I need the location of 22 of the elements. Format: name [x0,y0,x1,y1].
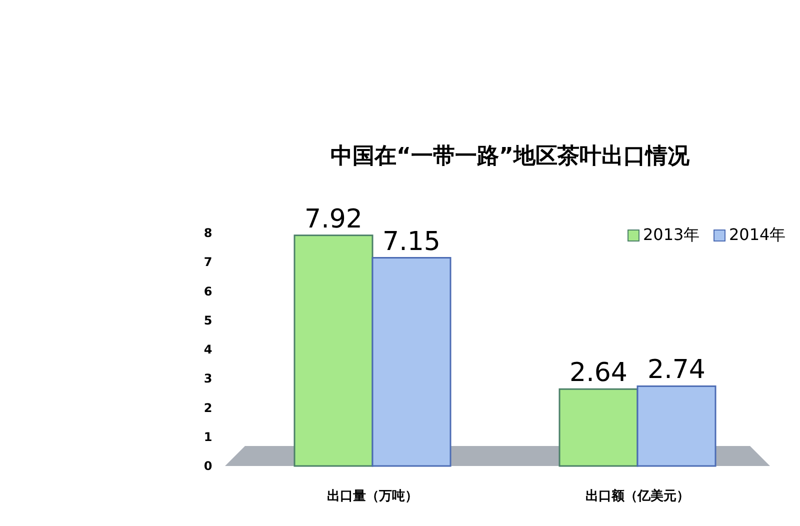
bar [294,234,374,467]
bar [558,388,638,467]
y-tick-label: 8 [204,226,212,240]
data-label: 2.64 [570,358,628,388]
y-tick-label: 7 [204,255,212,270]
y-tick-label: 0 [204,459,212,473]
y-tick-label: 3 [204,372,212,386]
y-tick-label: 2 [204,400,212,415]
legend-label: 2013年 [643,225,700,244]
data-label: 7.15 [382,226,440,257]
bar [372,257,452,467]
y-tick-label: 1 [204,430,212,444]
chart-title: 中国在“一带一路”地区茶叶出口情况 [330,144,690,169]
x-tick-label: 出口额（亿美元） [586,488,690,504]
bar [636,385,716,467]
legend-label: 2014年 [729,225,786,244]
data-label: 7.92 [304,204,362,234]
x-tick-label: 出口量（万吨） [327,489,418,504]
y-tick-label: 6 [204,284,212,298]
y-tick-label: 5 [204,313,212,328]
data-label: 2.74 [648,355,706,386]
y-tick-label: 4 [204,342,212,356]
